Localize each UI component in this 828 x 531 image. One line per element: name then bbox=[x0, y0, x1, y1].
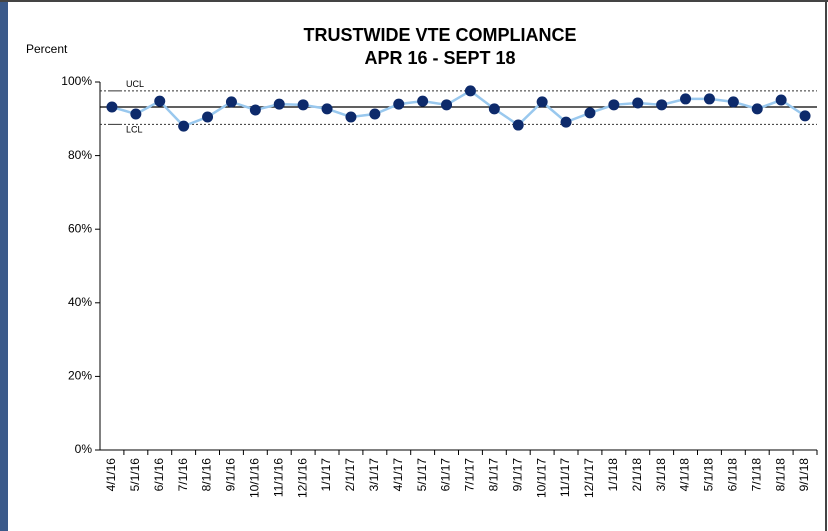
data-point bbox=[202, 111, 214, 123]
x-tick-label: 7/1/16 bbox=[176, 458, 190, 492]
x-tick-label: 7/1/17 bbox=[463, 458, 477, 492]
x-tick-label: 5/1/17 bbox=[415, 458, 429, 492]
y-tick-label: 80% bbox=[68, 148, 92, 162]
x-tick-label: 3/1/17 bbox=[367, 458, 381, 492]
data-point bbox=[799, 110, 811, 122]
data-point bbox=[369, 108, 381, 120]
x-tick-label: 4/1/18 bbox=[678, 458, 692, 492]
data-point bbox=[584, 107, 596, 119]
x-tick-label: 8/1/17 bbox=[487, 458, 501, 492]
data-point bbox=[751, 103, 763, 115]
data-point bbox=[345, 111, 357, 123]
data-point bbox=[417, 95, 429, 107]
data-point bbox=[464, 85, 476, 97]
lcl-label: LCL bbox=[126, 125, 143, 135]
y-axis-label: Percent bbox=[26, 42, 68, 56]
data-point bbox=[656, 99, 668, 111]
x-tick-label: 9/1/18 bbox=[797, 458, 811, 492]
y-tick-label: 20% bbox=[68, 369, 92, 383]
x-tick-label: 1/1/18 bbox=[606, 458, 620, 492]
data-point bbox=[273, 98, 285, 110]
data-point bbox=[703, 93, 715, 105]
data-point bbox=[512, 119, 524, 131]
data-point bbox=[393, 98, 405, 110]
x-tick-label: 10/1/17 bbox=[534, 458, 548, 498]
x-tick-label: 3/1/18 bbox=[654, 458, 668, 492]
chart-title: TRUSTWIDE VTE COMPLIANCE bbox=[304, 25, 577, 45]
x-tick-label: 6/1/16 bbox=[152, 458, 166, 492]
x-tick-label: 9/1/16 bbox=[224, 458, 238, 492]
y-tick-label: 0% bbox=[75, 442, 93, 456]
x-tick-label: 11/1/17 bbox=[558, 458, 572, 497]
x-tick-label: 11/1/16 bbox=[271, 458, 285, 497]
data-point bbox=[680, 93, 692, 105]
data-point bbox=[249, 104, 261, 116]
x-tick-label: 9/1/17 bbox=[510, 458, 524, 492]
x-tick-label: 10/1/16 bbox=[248, 458, 262, 498]
x-tick-label: 4/1/16 bbox=[104, 458, 118, 492]
y-tick-label: 60% bbox=[68, 221, 92, 235]
data-point bbox=[297, 99, 309, 111]
data-point bbox=[441, 99, 453, 111]
x-tick-label: 6/1/17 bbox=[439, 458, 453, 492]
data-point bbox=[775, 94, 787, 106]
x-tick-label: 6/1/18 bbox=[726, 458, 740, 492]
data-point bbox=[608, 99, 620, 111]
x-tick-label: 4/1/17 bbox=[391, 458, 405, 492]
x-tick-label: 8/1/16 bbox=[200, 458, 214, 492]
y-tick-label: 100% bbox=[61, 74, 92, 88]
data-point bbox=[632, 97, 644, 109]
data-point bbox=[106, 101, 118, 113]
data-point bbox=[321, 103, 333, 115]
data-point bbox=[727, 96, 739, 108]
left-border bbox=[0, 0, 8, 531]
data-point bbox=[225, 96, 237, 108]
x-tick-label: 12/1/16 bbox=[295, 458, 309, 498]
x-tick-label: 2/1/17 bbox=[343, 458, 357, 492]
data-point bbox=[178, 120, 190, 132]
x-tick-label: 8/1/18 bbox=[773, 458, 787, 492]
x-tick-label: 7/1/18 bbox=[749, 458, 763, 492]
x-tick-label: 1/1/17 bbox=[319, 458, 333, 492]
y-tick-label: 40% bbox=[68, 295, 92, 309]
data-point bbox=[536, 96, 548, 108]
x-tick-label: 5/1/18 bbox=[702, 458, 716, 492]
data-point bbox=[560, 116, 572, 128]
ucl-label: UCL bbox=[126, 79, 144, 89]
x-tick-label: 5/1/16 bbox=[128, 458, 142, 492]
x-tick-label: 2/1/18 bbox=[630, 458, 644, 492]
data-point bbox=[130, 108, 142, 120]
chart-subtitle: APR 16 - SEPT 18 bbox=[364, 48, 515, 68]
data-point bbox=[488, 103, 500, 115]
data-point bbox=[154, 95, 166, 107]
x-tick-label: 12/1/17 bbox=[582, 458, 596, 498]
